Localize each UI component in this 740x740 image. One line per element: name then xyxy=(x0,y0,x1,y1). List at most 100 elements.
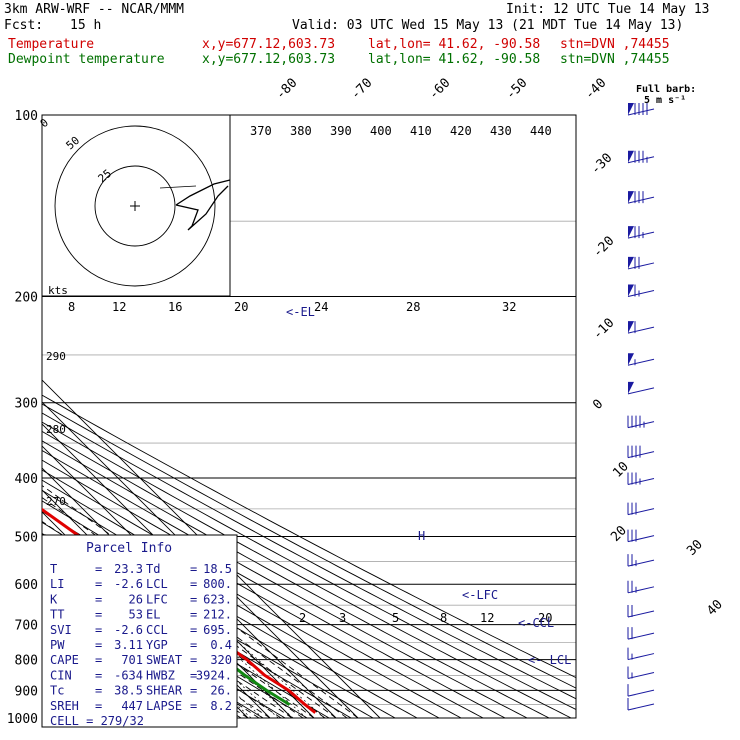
parcel-param-value: 26 xyxy=(129,592,143,606)
el-marker: <-EL xyxy=(286,305,315,319)
parcel-param-value: 18.5 xyxy=(203,562,232,576)
theta-label-top: 400 xyxy=(370,124,392,138)
wind-barb xyxy=(627,445,655,459)
parcel-param-name: Td xyxy=(146,562,160,576)
wind-barb-flag xyxy=(628,284,634,297)
mixing-ratio-label: 3 xyxy=(339,611,346,625)
parcel-param-name: EL xyxy=(146,608,160,622)
parcel-equals: = xyxy=(95,699,102,713)
wind-barb-flag xyxy=(628,381,634,394)
wind-barb xyxy=(627,415,655,429)
isotherm xyxy=(42,401,359,719)
parcel-param-name: LI xyxy=(50,577,64,591)
parcel-param-value: 212. xyxy=(203,608,232,622)
barb-legend-unit: 5 m s⁻¹ xyxy=(644,95,686,106)
wind-barb-shaft xyxy=(627,689,655,697)
hodograph-motion-vector xyxy=(159,185,197,189)
pressure-tick-label: 400 xyxy=(15,472,38,487)
dew-xy: x,y=677.12,603.73 xyxy=(202,52,336,67)
wind-barb-flag xyxy=(628,226,634,239)
wind-barb-shaft xyxy=(627,196,655,204)
wind-barb-shaft xyxy=(627,358,655,366)
lcl-marker: <- LCL xyxy=(528,653,571,667)
parcel-param-value: 623. xyxy=(203,592,232,606)
parcel-equals: = xyxy=(190,653,197,667)
parcel-param-value: 23.3 xyxy=(114,562,143,576)
temp-latlon: lat,lon= 41.62, -90.58 xyxy=(368,37,541,52)
wind-barb-shaft xyxy=(627,156,655,164)
valid-time: Valid: 03 UTC Wed 15 May 13 (21 MDT Tue … xyxy=(292,18,684,33)
dew-station: stn=DVN ,74455 xyxy=(560,52,670,67)
parcel-param-value: 701 xyxy=(121,653,143,667)
parcel-equals: = xyxy=(190,638,197,652)
wind-barb-flag xyxy=(628,191,634,204)
parcel-param-value: 0.4 xyxy=(210,638,232,652)
parcel-equals: = xyxy=(95,562,102,576)
isotherm-label: -40 xyxy=(582,76,609,103)
mixing-ratio-label: 28 xyxy=(406,300,420,314)
wind-barb xyxy=(627,605,655,618)
parcel-equals: = xyxy=(190,608,197,622)
isotherm xyxy=(42,379,381,719)
parcel-param-value: 695. xyxy=(203,623,232,637)
parcel-param-value: 26. xyxy=(210,684,232,698)
parcel-param-value: 8.2 xyxy=(210,699,232,713)
wind-barb-flag xyxy=(628,150,634,163)
init-time: Init: 12 UTC Tue 14 May 13 xyxy=(506,2,710,17)
isotherm xyxy=(0,115,6,718)
pressure-tick-label: 800 xyxy=(15,654,38,669)
parcel-param-name: Tc xyxy=(50,684,64,698)
parcel-equals: = xyxy=(190,699,197,713)
theta-label-top: 370 xyxy=(250,124,272,138)
dew-latlon: lat,lon= 41.62, -90.58 xyxy=(368,52,541,67)
mixing-ratio-label: 5 xyxy=(392,611,399,625)
parcel-param-name: TT xyxy=(50,608,64,622)
hodograph-ring xyxy=(54,125,216,287)
wind-barb-flag xyxy=(628,353,634,366)
wind-barb xyxy=(627,666,655,679)
parcel-equals: = xyxy=(190,684,197,698)
parcel-equals: = xyxy=(95,653,102,667)
mixing-ratio-label: 32 xyxy=(502,300,516,314)
wind-barb xyxy=(627,472,655,485)
wind-barb xyxy=(627,103,655,116)
isotherm-label: 30 xyxy=(684,537,706,559)
wind-barb-flag xyxy=(628,103,634,115)
forecast-label: Fcst: xyxy=(4,18,44,33)
wind-barb xyxy=(627,256,655,270)
parcel-param-name: K xyxy=(50,592,58,606)
isotherm-label: 40 xyxy=(704,597,726,619)
parcel-param-name: LAPSE xyxy=(146,699,182,713)
parcel-equals: = xyxy=(95,592,102,606)
wind-barb xyxy=(627,381,655,395)
wind-barb-shaft xyxy=(627,231,655,239)
isotherm-label: -10 xyxy=(590,316,617,343)
parcel-param-value: 447 xyxy=(121,699,143,713)
wind-barb-column: Full barb:5 m s⁻¹ xyxy=(627,84,696,711)
mixing-ratio-label: 20 xyxy=(234,300,248,314)
mixing-ratio-label: 12 xyxy=(480,611,494,625)
parcel-equals: = xyxy=(190,577,197,591)
dry-adiabat xyxy=(42,440,550,719)
parcel-param-name: CIN xyxy=(50,668,72,682)
wind-barb-shaft xyxy=(627,108,655,116)
hodograph-units: kts xyxy=(48,284,68,297)
parcel-param-name: SHEAR xyxy=(146,684,183,698)
parcel-info-frame xyxy=(41,534,238,728)
pressure-tick-label: 200 xyxy=(15,291,38,306)
mixing-ratio-label: 12 xyxy=(112,300,126,314)
parcel-info-title: Parcel Info xyxy=(86,541,172,556)
parcel-equals: = xyxy=(190,562,197,576)
parcel-param-name: HWBZ xyxy=(146,668,175,682)
pressure-tick-label: 300 xyxy=(15,397,38,412)
theta-label-left: 280 xyxy=(46,423,66,436)
lfc-marker: <-LFC xyxy=(462,588,498,602)
parcel-equals: = xyxy=(190,592,197,606)
parcel-param-value: 3.11 xyxy=(114,638,143,652)
dry-adiabat xyxy=(42,394,576,679)
parcel-param-name: YGP xyxy=(146,638,168,652)
parcel-equals: = xyxy=(190,668,197,682)
hodograph-ring xyxy=(94,165,176,247)
